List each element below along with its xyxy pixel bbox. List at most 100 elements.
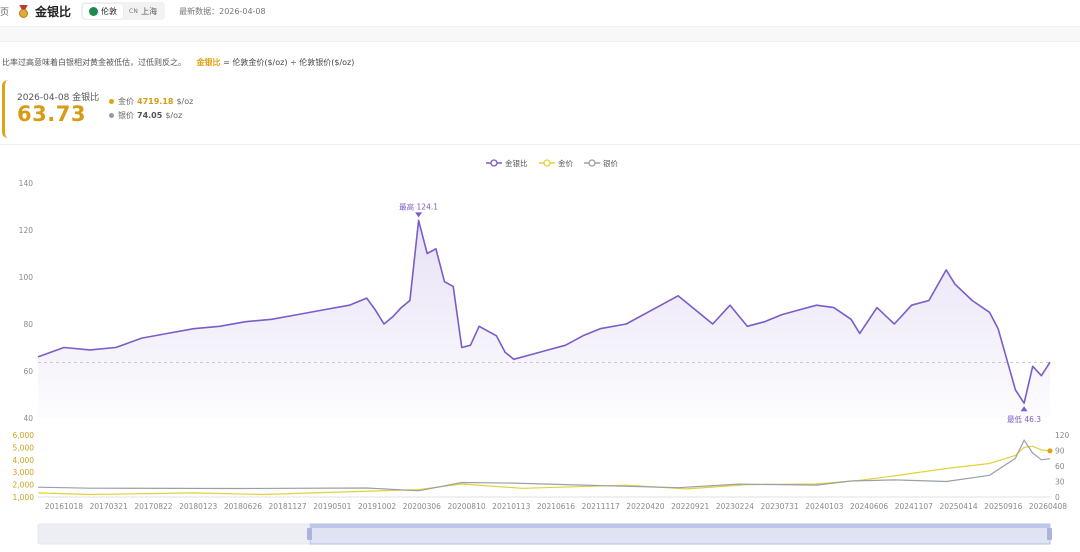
- gold-last-point: [1047, 448, 1053, 454]
- x-tick-17: 20240103: [805, 502, 843, 511]
- description-main: 比率过高意味着白银相对黄金被低估，过低则反之。: [2, 58, 186, 67]
- x-tick-0: 20161018: [45, 502, 83, 511]
- market-tabs: 伦敦 CN 上海: [81, 2, 166, 20]
- top-bar: 页 金银比 伦敦 CN 上海 最新数据：2026-04-08: [0, 0, 1080, 22]
- silver-price-label: 银价: [118, 111, 134, 120]
- zoom-top-bar: [310, 524, 1050, 528]
- legend-item-0[interactable]: 金银比: [486, 158, 528, 168]
- nav-home-link[interactable]: 页: [0, 7, 10, 18]
- summary-card: 2026-04-08 金银比 63.73 金价 4719.18 $/oz 银价 …: [2, 80, 1080, 138]
- cn-flag-icon: CN: [129, 7, 139, 15]
- medal-icon: [17, 4, 30, 18]
- gold-price-label: 金价: [118, 97, 134, 106]
- x-tick-5: 20181127: [269, 502, 307, 511]
- zoom-handle-right: [1047, 528, 1052, 540]
- ratio-y-tick-3: 100: [19, 273, 34, 282]
- price-plot: 1,000 2,000 3,000 4,000 5,000 6,000 0 30 60 90 120: [13, 431, 1070, 502]
- x-tick-10: 20210113: [492, 502, 530, 511]
- gold-y-tick-0: 1,000: [13, 493, 35, 502]
- x-tick-22: 20260408: [1029, 502, 1067, 511]
- gold-dot-icon: [109, 99, 114, 104]
- tab-london-label: 伦敦: [101, 6, 118, 16]
- gold-price-value: 4719.18: [137, 97, 174, 106]
- uk-flag-icon: [89, 6, 99, 16]
- legend-label-1: 金价: [558, 158, 573, 168]
- x-tick-7: 20191002: [358, 502, 396, 511]
- ratio-y-tick-5: 140: [19, 179, 34, 188]
- legend-marker-2: [588, 159, 596, 167]
- min-marker: [1020, 406, 1028, 412]
- silver-y-tick-2: 60: [1055, 462, 1065, 471]
- legend-item-2[interactable]: 银价: [584, 159, 618, 168]
- silver-line: [37, 438, 1051, 492]
- current-ratio-value: 63.73: [17, 102, 86, 126]
- data-zoom-slider[interactable]: [37, 523, 1052, 545]
- x-tick-1: 20170321: [90, 502, 128, 511]
- formula-label: 金银比: [196, 58, 221, 67]
- silver-dot-icon: [109, 113, 114, 118]
- ratio-y-tick-0: 40: [23, 414, 33, 423]
- legend-label-0: 金银比: [505, 158, 528, 168]
- legend-label-2: 银价: [603, 159, 618, 168]
- x-tick-12: 20211117: [582, 502, 620, 511]
- ratio-y-tick-2: 80: [23, 320, 33, 329]
- gold-line: [37, 445, 1051, 496]
- ratio-y-tick-1: 60: [23, 367, 33, 376]
- zoom-handle-left: [307, 528, 312, 540]
- tab-london[interactable]: 伦敦: [83, 3, 124, 19]
- date-x-axis: 20161018 20170321 20170822 20180123 20180626…: [45, 502, 1067, 511]
- notice-strip: [0, 26, 1080, 42]
- x-tick-9: 20200810: [447, 502, 485, 511]
- silver-y-tick-0: 0: [1055, 493, 1060, 502]
- legend-item-1[interactable]: 金价: [539, 158, 573, 168]
- section-divider: [0, 144, 1080, 145]
- ratio-plot: 最高 124.1 最低 46.3: [37, 201, 1051, 424]
- min-label: 最低 46.3: [1007, 414, 1041, 424]
- silver-y-tick-4: 120: [1055, 431, 1070, 440]
- silver-price-unit: $/oz: [165, 111, 183, 120]
- gold-y-tick-4: 5,000: [13, 443, 35, 452]
- x-tick-20: 20250414: [939, 502, 977, 511]
- silver-y-tick-3: 90: [1055, 447, 1065, 456]
- latest-data-date: 最新数据：2026-04-08: [179, 6, 266, 16]
- max-label: 最高 124.1: [399, 201, 438, 211]
- formula-definition: = 伦敦金价($/oz) ÷ 伦敦银价($/oz): [220, 58, 355, 67]
- description-text: 比率过高意味着白银相对黄金被低估，过低则反之。 金银比 = 伦敦金价($/oz)…: [2, 57, 354, 68]
- x-tick-3: 20180123: [179, 502, 217, 511]
- x-tick-19: 20241107: [895, 502, 933, 511]
- x-tick-4: 20180626: [224, 502, 262, 511]
- ratio-area: [38, 220, 1050, 418]
- legend-marker-0: [490, 159, 498, 167]
- silver-price-row: 银价 74.05 $/oz: [109, 110, 182, 121]
- x-tick-15: 20230224: [716, 502, 754, 511]
- tab-shanghai-label: 上海: [141, 6, 158, 16]
- x-tick-14: 20220921: [671, 502, 709, 511]
- x-tick-21: 20250916: [984, 502, 1022, 511]
- x-tick-11: 20210616: [537, 502, 575, 511]
- x-tick-13: 20220420: [626, 502, 664, 511]
- summary-date: 2026-04-08 金银比: [17, 93, 100, 103]
- gold-price-unit: $/oz: [176, 97, 194, 106]
- ratio-y-axis: 40 60 80 100 120 140: [19, 179, 34, 423]
- silver-y-tick-1: 30: [1055, 478, 1065, 487]
- page-title: 金银比: [35, 4, 72, 19]
- gold-price-row: 金价 4719.18 $/oz: [109, 96, 193, 107]
- x-tick-16: 20230731: [761, 502, 799, 511]
- legend-marker-1: [543, 159, 551, 167]
- x-tick-18: 20240606: [850, 502, 888, 511]
- x-tick-8: 20200306: [403, 502, 441, 511]
- max-marker: [415, 212, 423, 218]
- x-tick-2: 20170822: [134, 502, 172, 511]
- gold-y-tick-5: 6,000: [13, 431, 35, 440]
- chart-legend[interactable]: 金银比 金价 银价: [486, 158, 618, 168]
- gold-y-tick-3: 4,000: [13, 456, 35, 465]
- silver-price-value: 74.05: [137, 111, 163, 120]
- tab-shanghai[interactable]: CN 上海: [123, 4, 163, 19]
- ratio-y-tick-4: 120: [19, 226, 34, 235]
- ratio-line: [37, 219, 1051, 404]
- x-tick-6: 20190501: [313, 502, 351, 511]
- gold-y-tick-1: 2,000: [13, 481, 35, 490]
- zoom-shade: [38, 524, 310, 544]
- gold-y-tick-2: 3,000: [13, 468, 35, 477]
